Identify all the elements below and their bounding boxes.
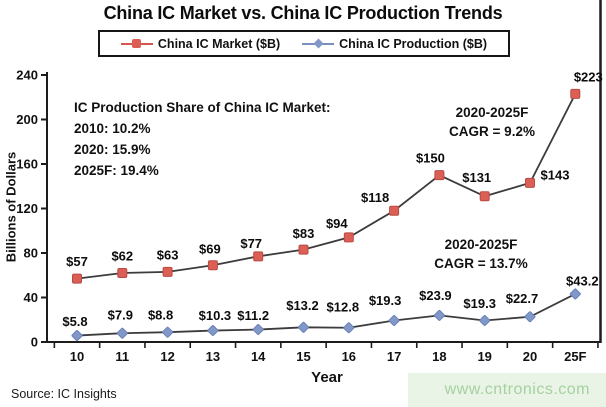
data-point-label: $10.3 xyxy=(199,308,232,323)
market-point-marker xyxy=(253,251,264,262)
x-tick-label: 12 xyxy=(160,349,174,364)
market-point-marker xyxy=(162,266,173,277)
production-series-swatch-icon xyxy=(302,37,335,50)
market-cagr-note: 2020-2025F CAGR = 9.2% xyxy=(409,103,575,141)
production-point-marker xyxy=(343,322,355,334)
market-point-marker xyxy=(570,88,581,99)
production-point-marker xyxy=(71,330,83,342)
market-point-marker xyxy=(207,260,218,271)
production-share-line: 2020: 15.9% xyxy=(74,142,151,157)
data-point-label: $143 xyxy=(541,167,570,182)
production-share-heading: IC Production Share of China IC Market: xyxy=(74,100,331,115)
data-point-label: $8.8 xyxy=(148,308,173,323)
data-point-label: $63 xyxy=(157,247,179,262)
market-point-marker xyxy=(434,170,445,181)
legend: China IC Market ($B) China IC Production … xyxy=(98,30,510,57)
data-point-label: $223 xyxy=(574,69,603,84)
market-point-marker xyxy=(343,232,354,243)
production-point-marker xyxy=(207,325,219,337)
data-point-label: $43.2 xyxy=(566,273,599,288)
production-point-marker xyxy=(433,309,445,321)
x-tick-label: 14 xyxy=(251,349,266,364)
market-point-marker xyxy=(389,205,400,216)
data-point-label: $7.9 xyxy=(108,308,133,323)
data-point-label: $94 xyxy=(326,216,348,231)
data-point-label: $62 xyxy=(111,249,133,264)
market-point-marker xyxy=(298,244,309,255)
production-cagr-period: 2020-2025F xyxy=(444,237,518,252)
x-tick-label: 18 xyxy=(432,349,446,364)
production-share-line: 2025F: 19.4% xyxy=(74,163,159,178)
x-tick-label: 25F xyxy=(564,349,586,364)
legend-item: China IC Market ($B) xyxy=(120,36,281,51)
y-axis-title: Billions of Dollars xyxy=(3,151,19,263)
data-point-label: $11.2 xyxy=(237,308,269,323)
y-tick-label: 240 xyxy=(16,68,38,83)
y-tick-label: 40 xyxy=(24,290,38,305)
watermark-band: www.cntronics.com xyxy=(408,373,606,407)
production-share-line: 2010: 10.2% xyxy=(74,121,151,136)
production-point-marker xyxy=(162,326,174,338)
x-tick-label: 19 xyxy=(477,349,491,364)
data-point-label: $19.3 xyxy=(369,293,402,308)
data-point-label: $12.8 xyxy=(327,299,360,314)
market-series-swatch-icon xyxy=(120,37,153,50)
production-point-marker xyxy=(479,315,491,326)
data-point-label: $23.9 xyxy=(419,288,452,303)
data-point-label: $19.3 xyxy=(463,296,496,311)
data-point-label: $131 xyxy=(462,170,491,185)
y-tick-label: 200 xyxy=(16,112,38,127)
data-point-label: $22.7 xyxy=(506,291,539,306)
production-point-marker xyxy=(116,327,128,339)
y-tick-label: 120 xyxy=(16,201,38,216)
watermark: www.cntronics.com xyxy=(444,381,590,398)
production-series-line xyxy=(76,293,576,337)
x-tick-label: 11 xyxy=(115,349,129,364)
production-point-marker xyxy=(524,311,536,323)
x-tick-label: 13 xyxy=(206,349,220,364)
x-tick-label: 10 xyxy=(70,349,84,364)
production-point-marker xyxy=(298,321,309,333)
data-point-label: $57 xyxy=(66,254,88,269)
production-point-marker xyxy=(569,288,581,300)
production-cagr-value: CAGR = 13.7% xyxy=(434,256,528,271)
y-tick-label: 0 xyxy=(31,335,38,350)
x-tick-label: 15 xyxy=(296,349,310,364)
legend-item-label: China IC Market ($B) xyxy=(157,36,281,51)
production-point-marker xyxy=(252,324,264,335)
market-point-marker xyxy=(525,177,535,188)
data-point-label: $118 xyxy=(361,190,389,205)
y-tick-label: 80 xyxy=(24,246,38,261)
x-tick-label: 16 xyxy=(342,349,356,364)
source-note: Source: IC Insights xyxy=(11,387,117,401)
data-point-label: $77 xyxy=(240,236,262,251)
production-cagr-note: 2020-2025F CAGR = 13.7% xyxy=(398,235,564,273)
data-point-label: $83 xyxy=(293,226,315,241)
x-axis-title: Year xyxy=(311,369,343,386)
production-point-marker xyxy=(388,315,400,326)
production-share-note: IC Production Share of China IC Market: … xyxy=(74,97,331,181)
legend-item-label: China IC Production ($B) xyxy=(339,36,488,51)
x-tick-label: 20 xyxy=(523,349,537,364)
market-point-marker xyxy=(72,273,82,284)
legend-item: China IC Production ($B) xyxy=(302,37,487,51)
data-point-label: $5.8 xyxy=(62,314,87,329)
market-point-marker xyxy=(479,191,490,202)
y-tick-label: 160 xyxy=(16,157,38,172)
market-series-line xyxy=(76,93,577,280)
market-point-marker xyxy=(117,268,128,279)
market-cagr-value: CAGR = 9.2% xyxy=(449,124,535,139)
data-point-label: $69 xyxy=(199,242,221,257)
x-tick-label: 17 xyxy=(387,349,401,364)
market-cagr-period: 2020-2025F xyxy=(455,105,529,120)
data-point-label: $150 xyxy=(416,151,445,166)
chart-title: China IC Market vs. China IC Production … xyxy=(103,3,503,23)
data-point-label: $13.2 xyxy=(286,298,319,313)
